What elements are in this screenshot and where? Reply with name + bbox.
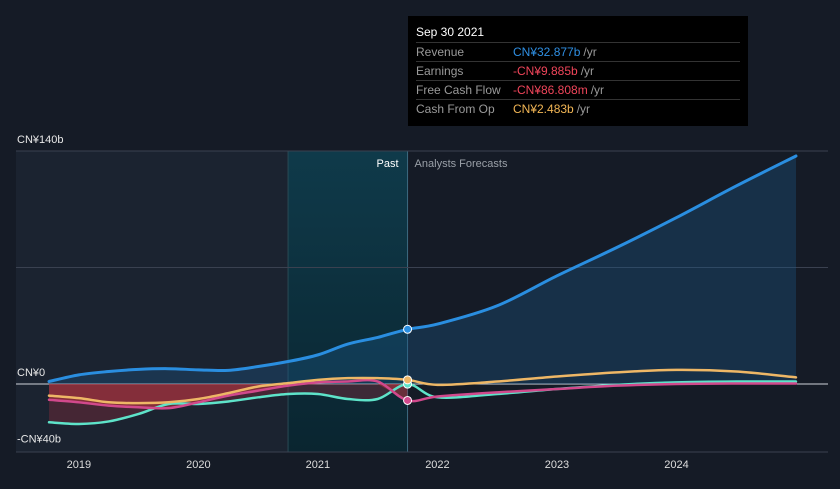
forecast-label: Analysts Forecasts (415, 158, 508, 170)
past-label: Past (377, 158, 399, 170)
x-tick-label: 2022 (425, 459, 449, 471)
y-tick-label: CN¥0 (17, 367, 45, 379)
series-line-cash-from-op (47, 368, 798, 405)
point-cash-from-op (403, 375, 413, 385)
x-tick-label: 2019 (67, 459, 91, 471)
series-line-earnings (47, 378, 798, 410)
tooltip-value: -CN¥86.808m (513, 83, 588, 97)
tooltip-row-revenue: Revenue CN¥32.877b /yr (416, 42, 740, 61)
point-revenue (403, 324, 413, 334)
revenue-area (49, 155, 796, 384)
tooltip-value: CN¥32.877b (513, 45, 581, 59)
tooltip-label: Free Cash Flow (416, 83, 501, 97)
x-tick-label: 2020 (186, 459, 210, 471)
x-tick-label: 2021 (306, 459, 330, 471)
tooltip-panel: Sep 30 2021 Revenue CN¥32.877b /yr Earni… (408, 16, 748, 126)
tooltip-row-cash-from-op: Cash From Op CN¥2.483b /yr (416, 99, 740, 118)
x-tick-label: 2024 (664, 459, 688, 471)
tooltip-row-free-cash-flow: Free Cash Flow -CN¥86.808m /yr (416, 80, 740, 99)
tooltip-label: Revenue (416, 45, 465, 59)
y-tick-label: -CN¥40b (17, 434, 61, 446)
x-tick-label: 2023 (545, 459, 569, 471)
tooltip-date: Sep 30 2021 (416, 25, 485, 39)
tooltip-unit: /yr (580, 64, 595, 78)
tooltip-unit: /yr (583, 45, 597, 59)
tooltip-unit: /yr (576, 102, 591, 116)
tooltip-unit: /yr (590, 83, 605, 97)
tooltip-row-earnings: Earnings -CN¥9.885b /yr (416, 61, 740, 80)
past-year-highlight (288, 151, 408, 452)
series-line-revenue (47, 154, 798, 384)
series-lines (47, 154, 798, 426)
point-earnings (403, 395, 413, 405)
y-tick-label: CN¥140b (17, 134, 63, 146)
tooltip-label: Earnings (416, 64, 464, 78)
axis-labels: CN¥140b CN¥0 -CN¥40b 2019 2020 2021 2022 2023 20… (17, 134, 689, 471)
tooltip-value: -CN¥9.885b (513, 64, 578, 78)
tooltip-label: Cash From Op (416, 102, 495, 116)
tooltip-value: CN¥2.483b (513, 102, 574, 116)
highlight-points (403, 324, 413, 405)
